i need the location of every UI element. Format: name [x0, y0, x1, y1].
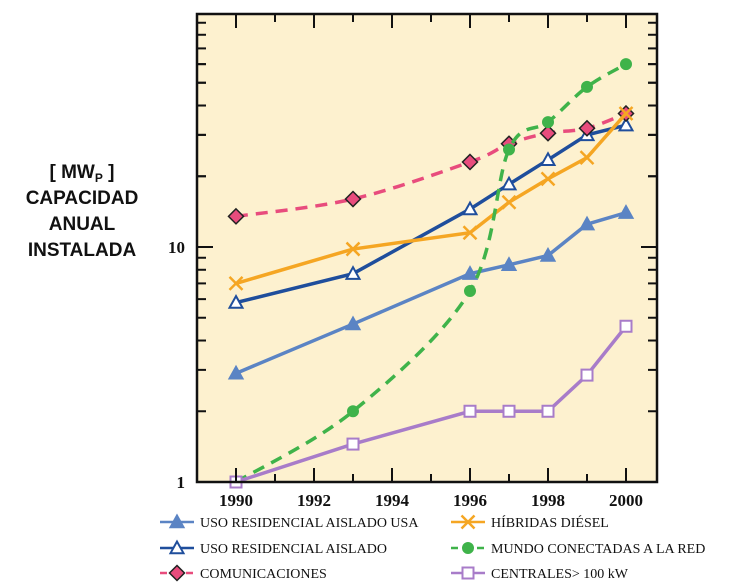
data-point: [581, 80, 593, 93]
legend-item: COMUNICACIONES: [160, 564, 327, 582]
data-point: [345, 241, 361, 257]
data-point: [617, 116, 635, 132]
data-point: [500, 175, 518, 191]
x-tick-label: 1996: [453, 491, 487, 510]
y-axis-title-line: INSTALADA: [28, 240, 137, 261]
x-tick-label: 1992: [297, 491, 331, 510]
legend-label: CENTRALES> 100 kW: [491, 567, 629, 582]
x-axis: 1990 1992 1994 1996 1998 2000: [219, 14, 643, 510]
data-point: [500, 256, 518, 271]
data-point: [461, 153, 479, 171]
data-point: [464, 284, 476, 297]
series-layer: [227, 58, 635, 489]
data-point: [227, 364, 245, 380]
series-5: [230, 58, 632, 488]
y-axis-title-line: CAPACIDAD: [26, 188, 139, 209]
x-tick-label: 1994: [375, 491, 410, 510]
data-point: [344, 265, 362, 280]
data-point: [463, 404, 477, 418]
legend-label: COMUNICACIONES: [200, 567, 327, 582]
data-point: [539, 246, 557, 262]
data-point: [462, 225, 478, 241]
data-point: [461, 566, 475, 580]
data-point: [541, 404, 555, 418]
series-4: [228, 106, 634, 291]
legend-label: USO RESIDENCIAL AISLADO: [200, 542, 387, 557]
y-tick-label: 10: [168, 238, 185, 257]
data-point: [540, 171, 556, 187]
legend-item: USO RESIDENCIAL AISLADO USA: [160, 513, 419, 531]
plot-frame: [195, 12, 659, 484]
data-point: [344, 315, 362, 331]
y-tick-label: 1: [177, 473, 186, 492]
data-point: [461, 200, 479, 216]
data-point: [502, 404, 516, 418]
x-tick-label: 1998: [531, 491, 565, 510]
legend-label: HÍBRIDAS DIÉSEL: [491, 514, 609, 531]
data-point: [539, 151, 557, 166]
data-point: [578, 215, 596, 231]
data-point: [620, 58, 632, 71]
x-tick-label: 2000: [609, 491, 643, 510]
data-point: [501, 194, 517, 210]
series-line: [235, 62, 627, 484]
x-tick-label: 1990: [219, 491, 253, 510]
data-point: [462, 542, 474, 554]
legend-label: MUNDO CONECTADAS A LA RED: [491, 542, 705, 557]
data-point: [503, 143, 515, 156]
y-axis-title-line: ANUAL: [49, 214, 116, 235]
legend-item: USO RESIDENCIAL AISLADO: [160, 539, 387, 557]
legend-item: HÍBRIDAS DIÉSEL: [451, 514, 609, 531]
data-point: [579, 150, 595, 166]
data-point: [228, 276, 244, 291]
data-point: [168, 539, 186, 555]
legend-item: CENTRALES> 100 kW: [451, 566, 629, 582]
data-point: [227, 294, 245, 309]
y-axis: 1 10: [168, 238, 185, 492]
data-point: [168, 564, 186, 582]
data-point: [227, 207, 245, 225]
legend-label: USO RESIDENCIAL AISLADO USA: [200, 516, 419, 531]
data-point: [539, 124, 557, 142]
data-point: [542, 116, 554, 129]
series-1: [227, 204, 635, 380]
data-point: [346, 437, 360, 451]
data-point: [578, 119, 596, 137]
y-minor-ticks: [197, 21, 657, 483]
data-point: [460, 514, 476, 530]
data-point: [347, 405, 359, 418]
series-6: [229, 319, 633, 489]
data-point: [580, 368, 594, 382]
data-point: [619, 319, 633, 333]
y-axis-title-line: [ MWP ]: [50, 162, 115, 185]
legend: USO RESIDENCIAL AISLADO USA USO RESIDENCI…: [160, 513, 705, 582]
y-axis-title: [ MWP ] CAPACIDAD ANUAL INSTALADA: [26, 162, 139, 261]
data-point: [618, 106, 634, 121]
data-point: [461, 265, 479, 280]
data-point: [168, 513, 186, 529]
data-point: [344, 190, 362, 208]
legend-item: MUNDO CONECTADAS A LA RED: [451, 542, 705, 557]
data-point: [617, 204, 635, 219]
